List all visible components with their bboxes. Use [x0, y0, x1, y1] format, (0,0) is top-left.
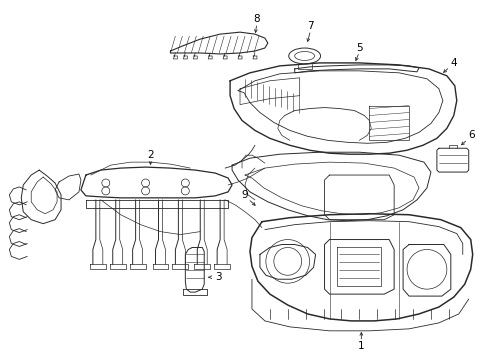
Text: 8: 8: [253, 14, 260, 24]
Text: 9: 9: [241, 190, 248, 200]
Text: 2: 2: [147, 150, 154, 160]
Ellipse shape: [288, 48, 320, 64]
Text: 7: 7: [306, 21, 313, 31]
Text: 5: 5: [355, 43, 362, 53]
Text: 3: 3: [214, 272, 221, 282]
Text: 1: 1: [357, 341, 364, 351]
Text: 4: 4: [449, 58, 456, 68]
Text: 6: 6: [468, 130, 474, 140]
